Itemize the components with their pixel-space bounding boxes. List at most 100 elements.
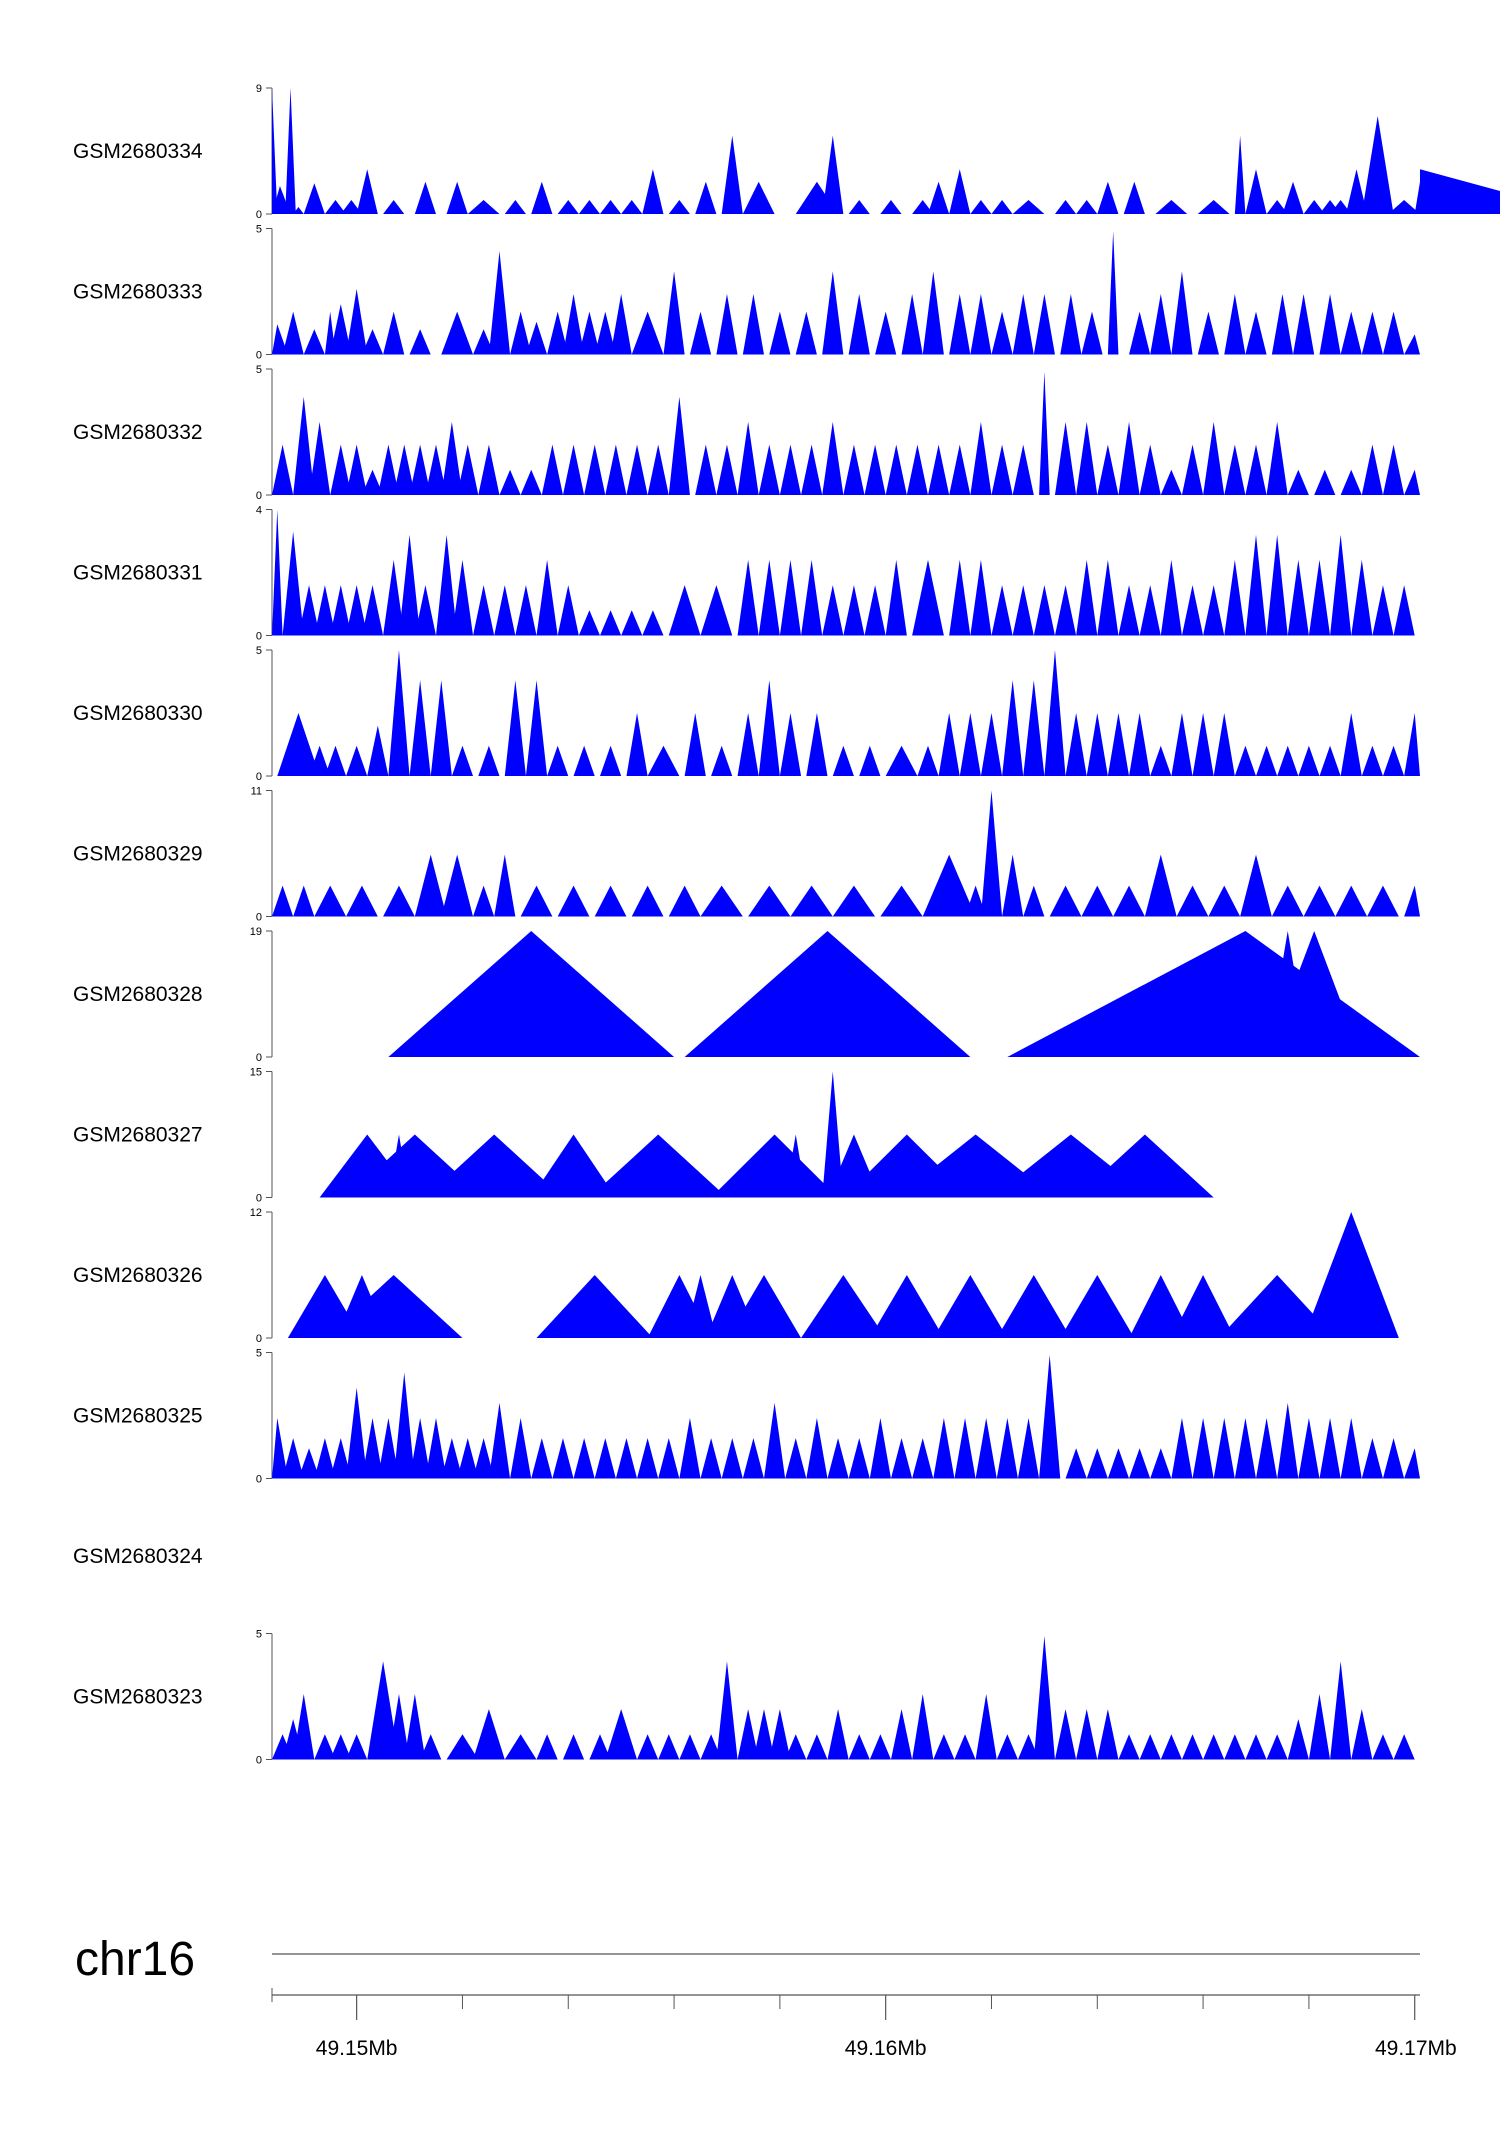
signal-peak <box>473 1709 505 1760</box>
signal-peak <box>589 1134 727 1198</box>
signal-peak <box>1203 421 1225 495</box>
signal-peak <box>954 1418 976 1479</box>
signal-peak <box>684 1275 717 1338</box>
signal-peak <box>801 1275 886 1338</box>
signal-peak <box>1382 745 1405 776</box>
signal-peak <box>272 885 294 917</box>
signal-peak <box>938 713 960 776</box>
signal-peak <box>589 1734 611 1760</box>
signal-peak <box>1181 444 1204 495</box>
signal-peak <box>928 444 950 495</box>
y-max-label: 11 <box>251 786 262 798</box>
signal-peak <box>1340 469 1362 495</box>
signal-peak <box>531 1438 553 1479</box>
signal-peak <box>1033 1636 1055 1760</box>
signal-peak <box>309 421 331 495</box>
signal-peak <box>1129 1275 1193 1338</box>
signal-peak <box>494 585 516 636</box>
signal-peak <box>1240 854 1272 917</box>
signal-peak <box>388 1693 410 1760</box>
track-label: GSM2680328 <box>73 983 203 1006</box>
track-GSM2680327: GSM2680327 15 0 <box>73 1067 1214 1205</box>
signal-peak <box>1181 585 1204 636</box>
y-max-label: 15 <box>250 1067 262 1079</box>
y-min-label: 0 <box>256 490 262 502</box>
signal-peak <box>822 1071 844 1198</box>
signal-peak <box>383 311 405 355</box>
signal-peak <box>1361 311 1383 355</box>
signal-peak <box>520 885 553 917</box>
signal-peak <box>536 559 558 636</box>
track-label: GSM2680334 <box>73 140 203 163</box>
signal-peak <box>1033 294 1055 355</box>
signal-peak <box>441 1438 463 1479</box>
signal-peak <box>1234 745 1256 776</box>
signal-peak <box>975 1418 997 1479</box>
signal-peak <box>933 1275 1008 1338</box>
signal-peak <box>711 1134 839 1198</box>
signal-peak <box>1393 585 1415 636</box>
signal-peak <box>1308 1693 1331 1760</box>
signal-peak <box>647 745 680 776</box>
signal-peak <box>626 444 648 495</box>
track-label: GSM2680325 <box>73 1405 203 1428</box>
signal-peak <box>716 444 738 495</box>
track-GSM2680328: GSM2680328 19 0 <box>73 926 1420 1064</box>
signal-peak <box>557 200 579 214</box>
signal-peak <box>547 745 569 776</box>
y-max-label: 4 <box>256 505 262 517</box>
signal-peak <box>414 854 447 917</box>
signal-peak <box>700 885 743 917</box>
signal-peak <box>1097 559 1119 636</box>
signal-peak <box>912 1438 934 1479</box>
signal-peak <box>272 1418 288 1479</box>
signal-peak <box>605 444 627 495</box>
signal-peak <box>980 790 1003 917</box>
signal-peak <box>383 885 415 917</box>
signal-peak <box>446 1734 479 1760</box>
signal-peak <box>869 1418 891 1479</box>
signal-peak <box>1107 231 1119 355</box>
signal-peak <box>726 1275 802 1338</box>
signal-peak <box>1002 680 1024 776</box>
signal-peak <box>1002 854 1024 917</box>
signal-peak <box>742 181 775 214</box>
signal-peak <box>324 745 347 776</box>
signal-peak <box>1382 444 1405 495</box>
signal-peak <box>541 444 563 495</box>
signal-peak <box>388 650 410 776</box>
signal-peak <box>314 885 347 917</box>
signal-peak <box>1382 311 1405 355</box>
signal-peak <box>764 1402 786 1479</box>
signal-peak <box>578 311 600 355</box>
signal-peak <box>658 1734 680 1760</box>
signal-peak <box>1245 1734 1267 1760</box>
signal-peak <box>711 745 733 776</box>
signal-peak <box>277 713 320 776</box>
signal-peak <box>557 585 579 636</box>
signal-peak <box>1303 200 1325 214</box>
signal-peak <box>1065 713 1087 776</box>
signal-peak <box>425 1418 447 1479</box>
signal-peak <box>557 885 590 917</box>
signal-peak <box>689 311 712 355</box>
signal-peak <box>1282 181 1304 214</box>
signal-peak <box>1107 713 1130 776</box>
track-label: GSM2680333 <box>73 281 203 304</box>
track-GSM2680324: GSM2680324 <box>73 1545 203 1568</box>
signal-peak <box>346 885 378 917</box>
signal-peak <box>1081 885 1114 917</box>
signal-peak <box>806 713 828 776</box>
signal-peak <box>1012 444 1034 495</box>
signal-peak <box>1404 713 1420 776</box>
signal-peak <box>1033 585 1055 636</box>
y-min-label: 0 <box>256 350 262 362</box>
signal-peak <box>383 559 405 636</box>
signal-peak <box>361 1418 384 1479</box>
signal-peak <box>1287 559 1309 636</box>
signal-peak <box>917 745 939 776</box>
signal-peak <box>996 1734 1018 1760</box>
signal-peak <box>922 854 976 917</box>
signal-peak <box>314 1734 336 1760</box>
